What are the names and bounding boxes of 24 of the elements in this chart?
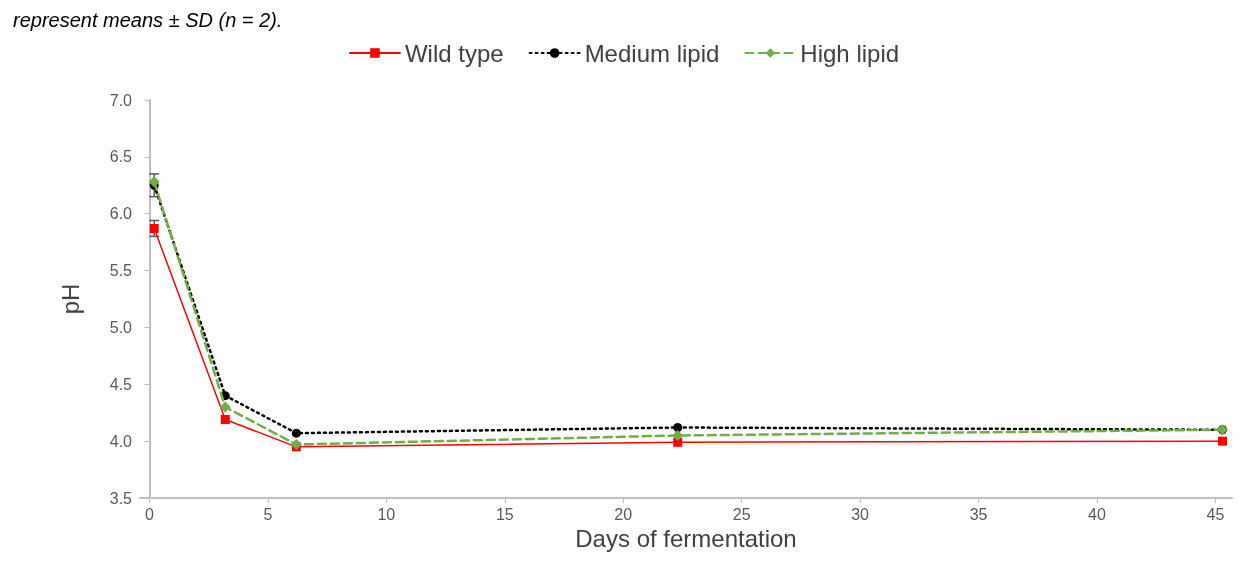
y-tick-label: 6.5 (109, 148, 133, 166)
x-tick-label: 30 (851, 505, 870, 523)
y-tick-label: 4.0 (109, 432, 133, 450)
y-tick-label: 6.0 (109, 205, 133, 223)
x-tick-label: 20 (614, 505, 633, 523)
x-tick-label: 10 (377, 505, 396, 523)
x-tick-label: 15 (495, 505, 514, 523)
y-tick-label: 4.5 (109, 375, 133, 393)
y-tick-label: 7.0 (109, 91, 133, 109)
x-tick-label: 25 (732, 505, 751, 523)
text: represent means ± SD (n = 2). (13, 9, 283, 31)
x-tick-label: 40 (1088, 505, 1106, 523)
x-axis-title: Days of fermentation (575, 525, 797, 553)
y-tick-label: 3.5 (109, 489, 133, 507)
x-tick-label: 5 (263, 505, 273, 523)
y-tick-label: 5.5 (109, 262, 133, 280)
legend-label: Medium lipid (584, 39, 720, 67)
x-tick-label: 45 (1206, 505, 1225, 523)
legend-label: High lipid (800, 39, 900, 67)
y-tick-label: 5.0 (109, 318, 133, 336)
x-tick-label: 35 (969, 505, 988, 523)
legend-label: Wild type (404, 39, 504, 67)
y-axis-title: pH (56, 283, 84, 315)
x-tick-label: 0 (145, 505, 155, 523)
